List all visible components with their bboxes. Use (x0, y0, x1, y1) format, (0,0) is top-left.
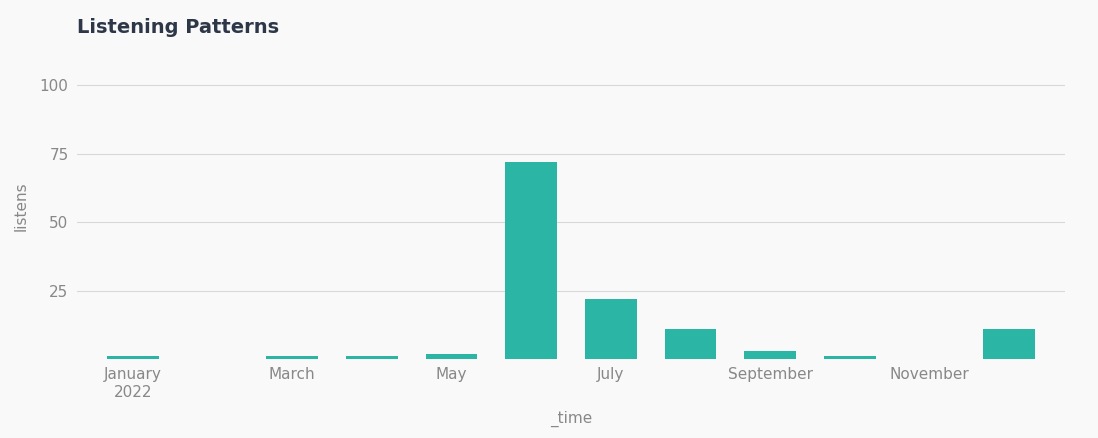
Y-axis label: listens: listens (13, 181, 29, 231)
Bar (984, 329, 1035, 359)
Text: Listening Patterns: Listening Patterns (77, 18, 279, 37)
Bar (346, 357, 397, 359)
Bar (107, 357, 158, 359)
Bar (824, 357, 876, 359)
Bar (426, 354, 478, 359)
X-axis label: _time: _time (550, 411, 592, 427)
Bar (505, 162, 557, 359)
Bar (744, 351, 796, 359)
Bar (266, 357, 318, 359)
Bar (585, 299, 637, 359)
Bar (664, 329, 716, 359)
